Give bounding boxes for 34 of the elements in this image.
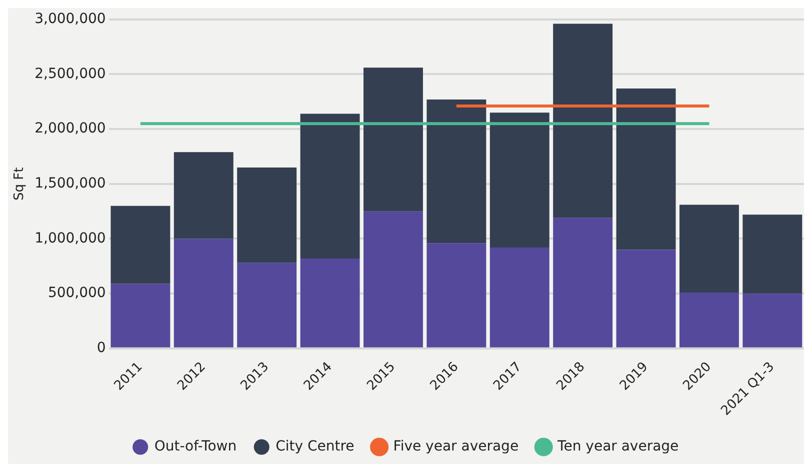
y-tick-label: 1,000,000	[34, 230, 106, 246]
legend-label: City Centre	[276, 438, 354, 455]
bar	[490, 112, 550, 248]
bar	[426, 99, 486, 244]
bar	[174, 152, 234, 239]
legend-label: Out-of-Town	[154, 438, 237, 455]
bar	[553, 218, 613, 348]
bar	[237, 262, 297, 348]
legend-label: Ten year average	[556, 438, 679, 455]
bar	[616, 88, 676, 250]
y-tick-label: 1,500,000	[34, 176, 106, 192]
bar	[364, 68, 423, 212]
bar	[616, 250, 676, 348]
bar	[742, 214, 802, 294]
y-tick-label: 2,000,000	[34, 120, 106, 137]
y-tick-label: 3,000,000	[34, 11, 106, 28]
y-tick-label: 0	[96, 340, 106, 356]
bar	[110, 206, 170, 284]
bar	[490, 248, 550, 348]
bar	[110, 284, 170, 348]
bar	[679, 292, 739, 348]
y-tick-label: 2,500,000	[34, 66, 106, 82]
bar	[237, 167, 297, 263]
bar	[426, 243, 486, 348]
bar	[300, 258, 360, 348]
y-tick-label: 500,000	[48, 285, 106, 302]
legend-label: Five year average	[393, 438, 519, 455]
bar	[300, 114, 360, 258]
bar	[742, 294, 802, 348]
bar	[174, 238, 234, 348]
bar	[553, 24, 613, 218]
y-axis-title: Sq Ft	[12, 167, 28, 201]
bar	[679, 204, 739, 292]
bar	[364, 211, 423, 348]
